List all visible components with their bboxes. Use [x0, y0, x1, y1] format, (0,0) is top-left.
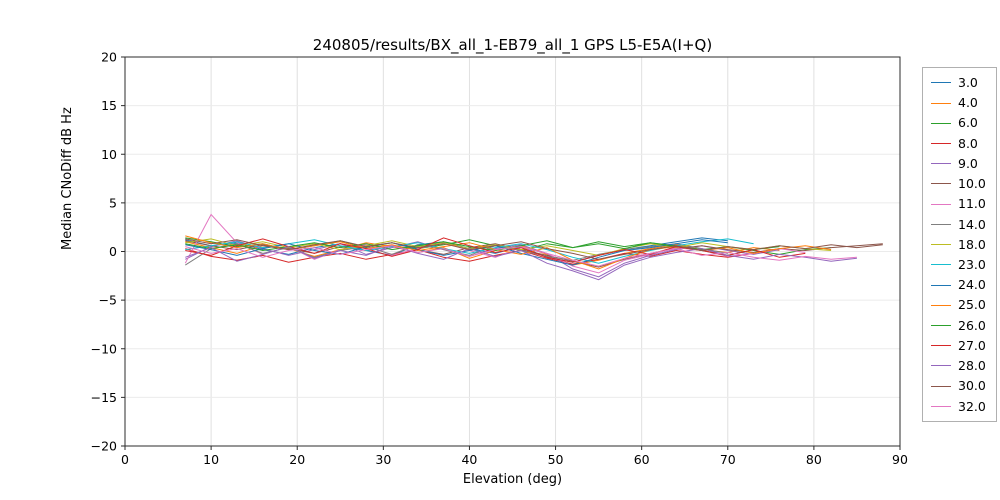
- y-tick-label: −5: [99, 293, 117, 308]
- legend-item-18.0: 18.0: [931, 237, 986, 253]
- x-axis-label: Elevation (deg): [462, 472, 563, 487]
- x-tick-label: 90: [892, 452, 908, 467]
- legend-label: 18.0: [958, 236, 986, 252]
- legend-label: 9.0: [958, 155, 978, 171]
- y-tick-label: 20: [101, 50, 117, 65]
- y-tick-label: −15: [91, 390, 117, 405]
- legend-item-24.0: 24.0: [931, 277, 986, 293]
- y-tick-label: 10: [101, 147, 117, 162]
- legend-label: 32.0: [958, 398, 986, 414]
- y-tick-label: 0: [109, 244, 117, 259]
- legend-swatch: [931, 163, 951, 165]
- legend-item-6.0: 6.0: [931, 115, 986, 131]
- x-tick-label: 70: [720, 452, 736, 467]
- legend-swatch: [931, 365, 951, 367]
- y-tick-label: 15: [101, 98, 117, 113]
- legend-swatch: [931, 304, 951, 306]
- legend-label: 10.0: [958, 176, 986, 192]
- legend-label: 11.0: [958, 196, 986, 212]
- legend-swatch: [931, 324, 951, 326]
- legend-label: 8.0: [958, 135, 978, 151]
- legend-item-10.0: 10.0: [931, 176, 986, 192]
- legend-swatch: [931, 244, 951, 246]
- chart-title: 240805/results/BX_all_1-EB79_all_1 GPS L…: [312, 36, 713, 54]
- legend-swatch: [931, 223, 951, 225]
- legend-item-32.0: 32.0: [931, 399, 986, 415]
- legend-item-25.0: 25.0: [931, 297, 986, 313]
- x-tick-label: 20: [289, 452, 305, 467]
- legend-swatch: [931, 102, 951, 104]
- x-tick-label: 60: [634, 452, 650, 467]
- legend-item-26.0: 26.0: [931, 318, 986, 334]
- x-tick-label: 80: [806, 452, 822, 467]
- legend-item-30.0: 30.0: [931, 378, 986, 394]
- x-tick-label: 0: [121, 452, 129, 467]
- legend-swatch: [931, 122, 951, 124]
- legend-swatch: [931, 284, 951, 286]
- legend-item-3.0: 3.0: [931, 75, 986, 91]
- series-line-32.0: [185, 245, 857, 267]
- x-tick-label: 30: [375, 452, 391, 467]
- legend-item-28.0: 28.0: [931, 358, 986, 374]
- legend-swatch: [931, 142, 951, 144]
- series-line-8.0: [185, 248, 754, 265]
- legend-item-9.0: 9.0: [931, 156, 986, 172]
- legend-swatch: [931, 345, 951, 347]
- legend-label: 4.0: [958, 95, 978, 111]
- legend-label: 24.0: [958, 277, 986, 293]
- legend-swatch: [931, 203, 951, 205]
- y-tick-label: −20: [91, 439, 117, 454]
- y-tick-label: −10: [91, 341, 117, 356]
- series-line-30.0: [185, 238, 883, 260]
- legend-swatch: [931, 405, 951, 407]
- legend-swatch: [931, 183, 951, 185]
- legend-label: 14.0: [958, 216, 986, 232]
- series-line-18.0: [185, 238, 832, 256]
- legend-item-23.0: 23.0: [931, 257, 986, 273]
- legend-label: 6.0: [958, 115, 978, 131]
- legend: 3.0 4.0 6.0 8.0 9.0 10.0 11.0 14.0 18.0 23.0 24.0 2…: [922, 67, 997, 423]
- legend-item-4.0: 4.0: [931, 95, 986, 111]
- legend-label: 27.0: [958, 337, 986, 353]
- legend-label: 23.0: [958, 256, 986, 272]
- legend-item-27.0: 27.0: [931, 338, 986, 354]
- legend-item-11.0: 11.0: [931, 196, 986, 212]
- y-tick-label: 5: [109, 195, 117, 210]
- legend-swatch: [931, 385, 951, 387]
- x-tick-label: 50: [548, 452, 564, 467]
- legend-label: 30.0: [958, 378, 986, 394]
- series-line-28.0: [185, 245, 857, 281]
- legend-item-14.0: 14.0: [931, 217, 986, 233]
- legend-label: 25.0: [958, 297, 986, 313]
- x-tick-label: 40: [461, 452, 477, 467]
- legend-swatch: [931, 82, 951, 84]
- legend-label: 28.0: [958, 358, 986, 374]
- x-tick-label: 10: [203, 452, 219, 467]
- legend-label: 26.0: [958, 317, 986, 333]
- legend-label: 3.0: [958, 75, 978, 90]
- legend-swatch: [931, 264, 951, 266]
- legend-item-8.0: 8.0: [931, 136, 986, 152]
